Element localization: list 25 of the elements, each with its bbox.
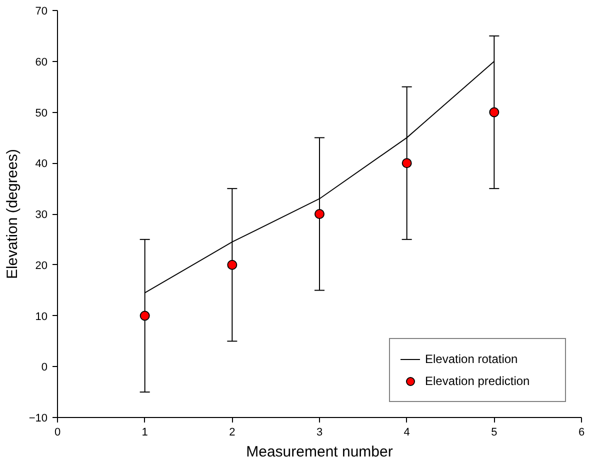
y-tick-label: −10 bbox=[28, 412, 48, 424]
legend-label: Elevation rotation bbox=[425, 352, 519, 366]
point bbox=[140, 310, 150, 321]
x-tick-label: 4 bbox=[404, 426, 410, 438]
y-tick-label: 10 bbox=[35, 310, 48, 323]
y-tick-label: 70 bbox=[35, 6, 48, 18]
y-tick-label: 40 bbox=[35, 158, 48, 170]
x-tick-label: 1 bbox=[142, 426, 148, 438]
legend-label: Elevation prediction bbox=[425, 374, 531, 388]
y-tick-label: 0 bbox=[41, 362, 48, 374]
x-axis-title: Measurement number bbox=[246, 444, 393, 460]
point bbox=[402, 158, 412, 168]
y-tick-label: 60 bbox=[35, 56, 48, 68]
x-tick-label: 6 bbox=[578, 426, 585, 438]
x-tick-label: 2 bbox=[229, 426, 236, 438]
y-tick-label: 50 bbox=[35, 107, 48, 120]
x-tick-label: 3 bbox=[316, 426, 323, 438]
y-tick-label: 20 bbox=[35, 260, 48, 272]
y-tick-label: 30 bbox=[35, 209, 48, 221]
x-tick-label: 5 bbox=[491, 426, 498, 438]
point bbox=[489, 107, 500, 118]
point bbox=[227, 260, 238, 270]
point bbox=[314, 209, 324, 219]
y-axis-title: Elevation (degrees) bbox=[4, 148, 21, 280]
x-tick-label: 0 bbox=[54, 426, 61, 438]
